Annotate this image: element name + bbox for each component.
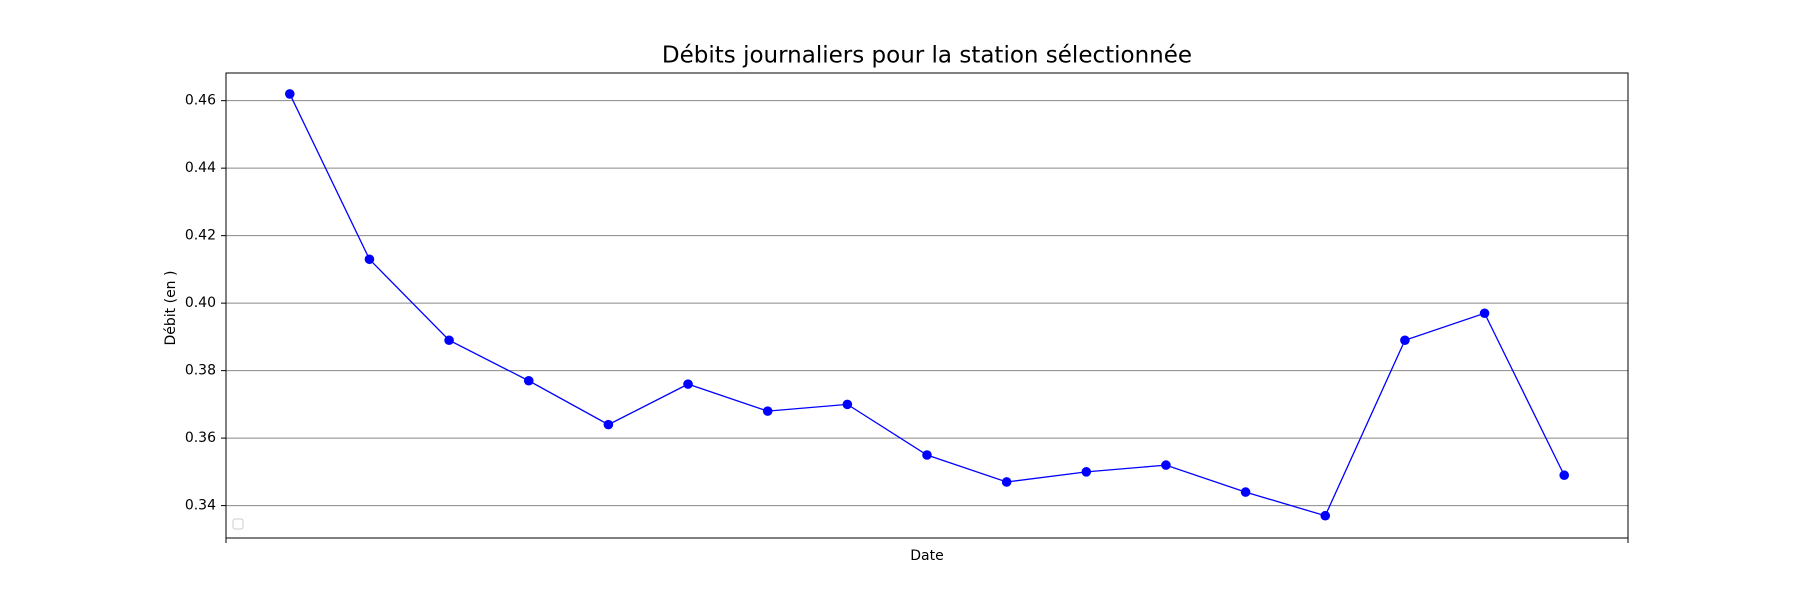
y-axis-label: Débit (en ) (163, 271, 179, 346)
y-tick-label: 0.44 (185, 160, 216, 176)
data-point (1479, 308, 1490, 319)
y-tick-label: 0.36 (185, 430, 216, 446)
y-tick-label: 0.40 (185, 295, 216, 311)
legend-box (232, 518, 244, 530)
y-tick-label: 0.34 (185, 498, 216, 514)
data-point (1161, 460, 1171, 470)
plot-frame (225, 72, 1629, 539)
x-axis-label: Date (910, 548, 943, 564)
chart-title: Débits journaliers pour la station sélec… (662, 43, 1192, 69)
data-point (1081, 467, 1092, 477)
data-point (1240, 487, 1251, 497)
y-tick-label: 0.42 (185, 228, 216, 244)
data-point (523, 375, 534, 386)
data-point (1559, 470, 1570, 481)
data-point (444, 335, 454, 346)
y-tick-label: 0.38 (185, 363, 216, 379)
y-tick-label: 0.46 (185, 93, 216, 109)
data-point (922, 450, 932, 460)
data-point (364, 254, 375, 265)
data-point (842, 399, 853, 410)
data-point (603, 419, 614, 430)
data-point (683, 379, 693, 389)
data-point (284, 89, 295, 99)
data-point (1400, 335, 1410, 346)
data-point (1001, 477, 1012, 487)
data-point (762, 406, 773, 416)
data-point (1320, 510, 1331, 521)
